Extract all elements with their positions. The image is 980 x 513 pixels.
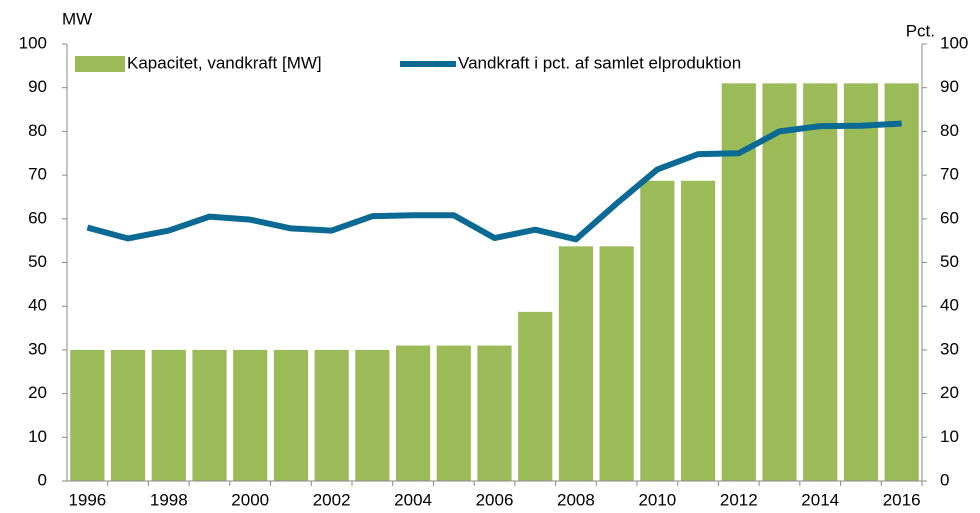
bar	[558, 246, 594, 481]
bar	[599, 246, 634, 481]
bar	[680, 180, 716, 481]
legend-swatch	[75, 56, 125, 72]
legend-label: Vandkraft i pct. af samlet elproduktion	[458, 53, 741, 72]
y-axis-label: MW	[62, 9, 92, 28]
y-tick-label: 20	[28, 383, 47, 402]
bar	[884, 83, 919, 481]
y2-tick-label: 60	[940, 208, 959, 227]
bar	[273, 349, 309, 481]
y2-tick-label: 20	[940, 383, 959, 402]
y-tick-label: 0	[38, 470, 47, 489]
bar	[518, 311, 553, 481]
bar	[803, 83, 838, 481]
legend-label: Kapacitet, vandkraft [MW]	[127, 53, 322, 72]
bar	[233, 349, 268, 481]
y-tick-label: 70	[28, 165, 47, 184]
y2-tick-label: 10	[940, 427, 959, 446]
x-tick-label: 1998	[150, 490, 188, 509]
y2-tick-label: 90	[940, 77, 959, 96]
y2-tick-label: 100	[940, 33, 968, 52]
bar	[721, 83, 756, 481]
y-tick-label: 50	[28, 252, 47, 271]
bar	[192, 349, 227, 481]
y-tick-label: 60	[28, 208, 47, 227]
y2-axis-label: Pct.	[906, 21, 935, 40]
y-tick-label: 100	[19, 33, 47, 52]
bar	[843, 83, 879, 481]
y2-tick-label: 70	[940, 165, 959, 184]
x-tick-label: 2000	[231, 490, 269, 509]
y2-tick-label: 50	[940, 252, 959, 271]
x-tick-label: 2012	[720, 490, 758, 509]
y2-tick-label: 40	[940, 296, 959, 315]
y-tick-label: 30	[28, 339, 47, 358]
x-tick-label: 2006	[476, 490, 514, 509]
line	[86, 120, 902, 243]
y2-tick-label: 0	[940, 470, 949, 489]
x-tick-label: 2014	[801, 490, 839, 509]
bar	[436, 345, 471, 481]
bar	[70, 349, 105, 481]
x-tick-label: 2016	[883, 490, 921, 509]
bar	[640, 180, 675, 481]
bar	[477, 345, 512, 481]
bar	[151, 349, 186, 481]
x-tick-label: 1996	[68, 490, 106, 509]
x-tick-label: 2008	[557, 490, 595, 509]
x-tick-label: 2010	[638, 490, 676, 509]
bar	[314, 349, 349, 481]
y2-tick-label: 30	[940, 339, 959, 358]
y-tick-label: 40	[28, 296, 47, 315]
x-tick-label: 2004	[394, 490, 432, 509]
y-tick-label: 10	[28, 427, 47, 446]
y-tick-label: 90	[28, 77, 47, 96]
bar	[355, 349, 390, 481]
bar	[395, 345, 431, 481]
bar	[762, 83, 797, 481]
y-tick-label: 80	[28, 121, 47, 140]
y2-tick-label: 80	[940, 121, 959, 140]
bar	[110, 349, 146, 481]
x-tick-label: 2002	[313, 490, 351, 509]
